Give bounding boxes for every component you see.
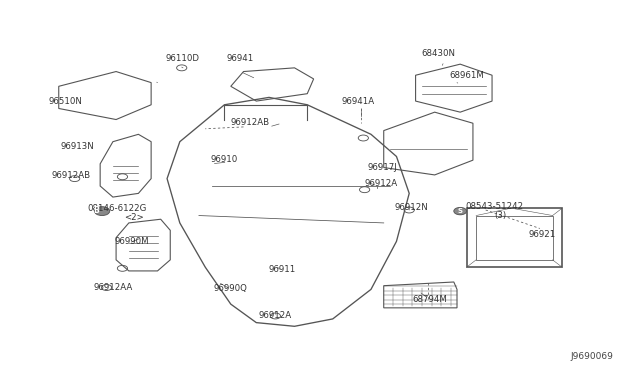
Text: 96912AB: 96912AB	[230, 118, 269, 126]
Text: 96911: 96911	[268, 264, 296, 273]
Text: 68430N: 68430N	[421, 49, 455, 58]
Text: 96941: 96941	[227, 54, 254, 63]
Text: 96917J: 96917J	[367, 163, 397, 172]
Text: 08146-6122G: 08146-6122G	[88, 204, 147, 214]
Text: 96990Q: 96990Q	[214, 284, 248, 293]
Circle shape	[95, 207, 109, 215]
Text: 96910: 96910	[211, 155, 238, 164]
Text: 68961M: 68961M	[449, 71, 484, 80]
Text: 96912AB: 96912AB	[52, 171, 91, 180]
Text: 96990M: 96990M	[115, 237, 149, 246]
Text: (3): (3)	[494, 211, 506, 220]
Text: 96912AA: 96912AA	[93, 283, 132, 292]
Text: B: B	[93, 206, 99, 215]
Text: 96912N: 96912N	[394, 202, 428, 212]
Circle shape	[454, 208, 467, 215]
Text: 96110D: 96110D	[166, 54, 200, 63]
Text: 96913N: 96913N	[61, 142, 95, 151]
Text: 96912A: 96912A	[365, 179, 397, 188]
Text: 96921: 96921	[528, 230, 556, 239]
Text: 08543-51242: 08543-51242	[465, 202, 523, 211]
Text: 96941A: 96941A	[342, 97, 375, 106]
Text: J9690069: J9690069	[570, 352, 613, 361]
Text: S: S	[458, 208, 463, 214]
Text: <2>: <2>	[124, 213, 144, 222]
Text: 68794M: 68794M	[412, 295, 447, 304]
Text: 96912A: 96912A	[259, 311, 292, 320]
Text: 96510N: 96510N	[48, 97, 82, 106]
